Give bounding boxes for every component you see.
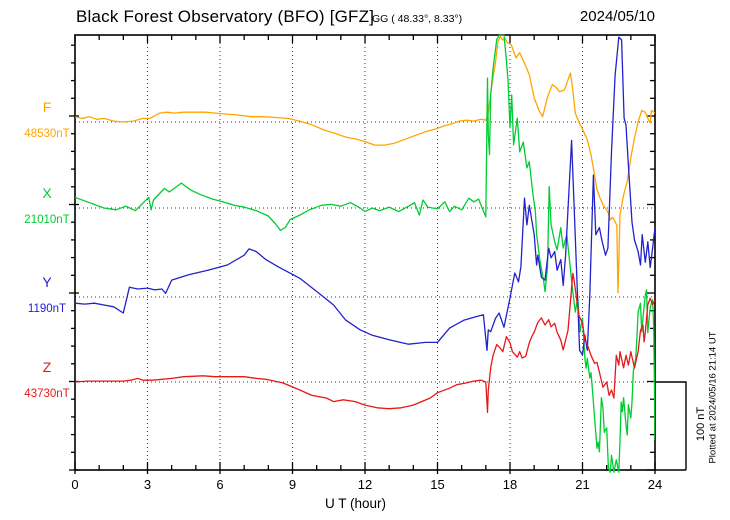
x-tick-label-24: 24 bbox=[647, 477, 663, 492]
trace-X bbox=[75, 34, 655, 473]
x-tick-label-0: 0 bbox=[71, 477, 79, 492]
x-tick-label-12: 12 bbox=[357, 477, 373, 492]
trace-F bbox=[75, 35, 655, 294]
trace-Y bbox=[75, 36, 655, 356]
x-tick-label-18: 18 bbox=[502, 477, 518, 492]
component-baseline-value-F: 48530nT bbox=[24, 128, 70, 140]
component-letter-Z: Z bbox=[42, 359, 52, 375]
page-title: Black Forest Observatory (BFO) [GFZ] bbox=[76, 7, 375, 26]
trace-Z bbox=[75, 272, 655, 413]
plotted-at-note: Plotted at 2024/05/16 21:14 UT bbox=[707, 331, 719, 464]
x-tick-label-6: 6 bbox=[216, 477, 224, 492]
plot-date: 2024/05/10 bbox=[579, 8, 655, 25]
component-letter-F: F bbox=[42, 99, 52, 115]
x-tick-label-3: 3 bbox=[143, 477, 152, 492]
station-coordinates: GG ( 48.33°, 8.33°) bbox=[372, 13, 463, 25]
x-tick-label-21: 21 bbox=[575, 477, 590, 492]
x-tick-label-9: 9 bbox=[288, 477, 297, 492]
component-baseline-value-Y: 1190nT bbox=[27, 303, 67, 315]
x-axis-title: U T (hour) bbox=[325, 496, 387, 511]
scale-bar bbox=[655, 381, 687, 471]
component-baseline-value-X: 21010nT bbox=[24, 214, 70, 226]
component-letter-Y: Y bbox=[42, 274, 52, 290]
component-letter-X: X bbox=[42, 185, 52, 201]
scale-bar-label: 100 nT bbox=[695, 406, 707, 442]
x-tick-label-15: 15 bbox=[430, 477, 445, 492]
component-baseline-value-Z: 43730nT bbox=[24, 388, 70, 400]
